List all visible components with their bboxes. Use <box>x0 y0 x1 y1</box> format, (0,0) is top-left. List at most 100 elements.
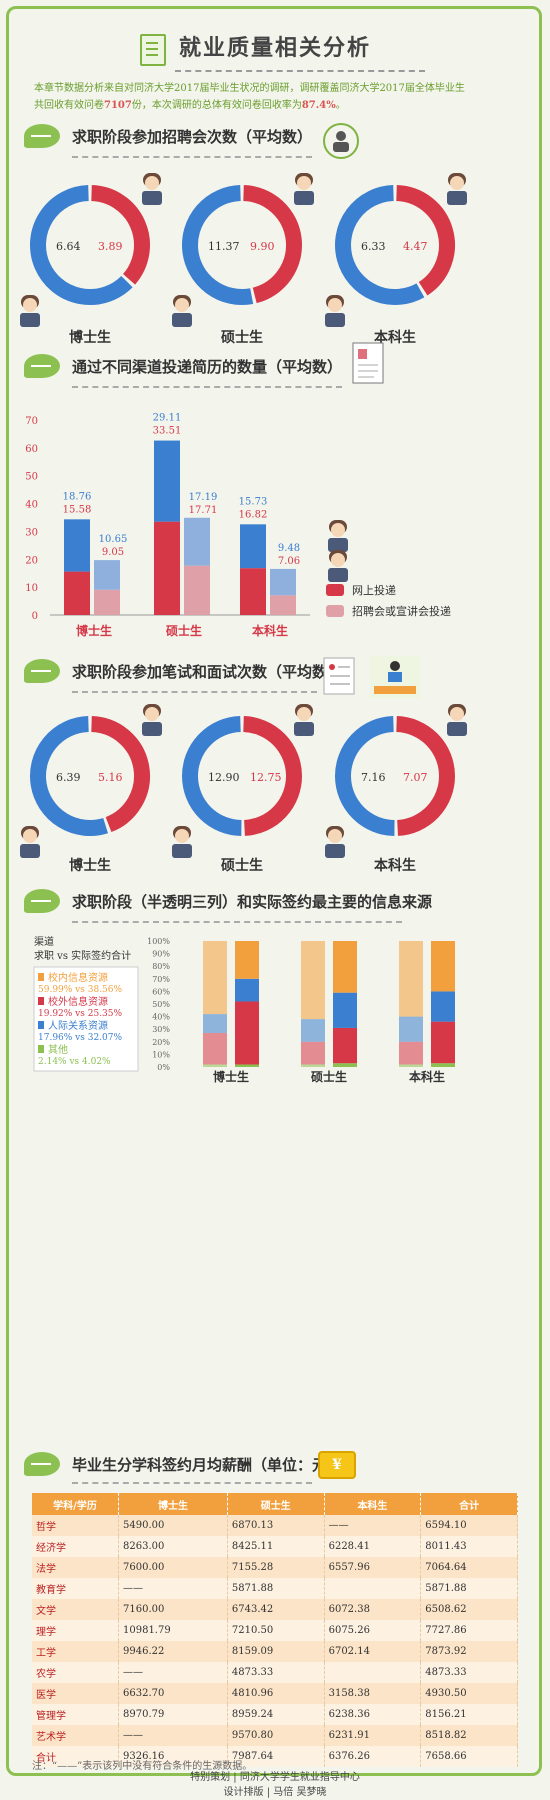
y-tick-label: 60 <box>25 444 38 455</box>
table-header-cell: 硕士生 <box>227 1493 325 1515</box>
section-3-line <box>72 691 317 693</box>
bar-label-fair-bottom: 9.05 <box>102 547 124 558</box>
bar-label-fair-top: 9.48 <box>278 543 300 554</box>
table-cell: 7155.28 <box>227 1557 325 1578</box>
person-icon-face <box>175 298 189 312</box>
donut-slice-blue <box>30 185 133 305</box>
table-cell: —— <box>324 1515 422 1536</box>
stack-segment-job <box>203 941 227 1015</box>
y-tick-label: 70% <box>152 975 170 984</box>
table-cell <box>324 1662 422 1683</box>
table-header-cell: 合计 <box>420 1493 518 1515</box>
bar-label-online-top: 29.11 <box>153 413 182 424</box>
legend-label-online: 网上投递 <box>352 583 396 597</box>
table-header-cell: 博士生 <box>118 1493 228 1515</box>
legend-swatch <box>38 1021 44 1029</box>
bar-label-online-bottom: 15.58 <box>63 504 92 515</box>
y-tick-label: 40 <box>25 500 38 511</box>
stack-segment-job <box>301 1019 325 1042</box>
job-fair-icon <box>323 123 359 159</box>
donut-value-blue: 12.90 <box>208 771 240 784</box>
legend-swatch <box>38 1045 44 1053</box>
person-icon-body <box>294 191 314 205</box>
donut-value-red: 4.47 <box>403 240 428 253</box>
table-cell: 6557.96 <box>324 1557 422 1578</box>
person-icon-body <box>142 191 162 205</box>
bar-label-online-bottom: 33.51 <box>153 426 182 437</box>
title-divider <box>175 70 425 72</box>
group-label: 硕士生 <box>221 857 263 874</box>
legend-swatch <box>38 997 44 1005</box>
table-cell: 5490.00 <box>118 1515 228 1536</box>
table-cell: 7600.00 <box>118 1557 228 1578</box>
stack-segment-sign <box>431 1063 455 1067</box>
table-cell: 6228.41 <box>324 1536 422 1557</box>
person-icon-face <box>331 553 345 567</box>
stack-segment-job <box>399 1064 423 1067</box>
stack-segment-job <box>399 941 423 1017</box>
x-category-label: 硕士生 <box>166 623 202 638</box>
table-cell: 3158.38 <box>324 1683 422 1704</box>
y-tick-label: 0 <box>32 611 38 622</box>
intro-count: 7107 <box>104 100 132 111</box>
table-cell: 10981.79 <box>118 1620 228 1641</box>
stack-segment-sign <box>235 1001 259 1065</box>
stack-segment-sign <box>431 941 455 992</box>
donut-slice-blue <box>182 185 254 305</box>
person-icon-body <box>20 844 40 858</box>
stack-segment-sign <box>431 991 455 1022</box>
bar-fair-lower <box>270 595 296 615</box>
y-tick-label: 70 <box>25 416 38 427</box>
donut-slice-red <box>90 716 150 833</box>
bar-fair-upper <box>94 560 120 590</box>
person-icon-body <box>328 538 348 552</box>
table-note: 注：“——”表示该列中没有符合条件的生源数据。 <box>32 1761 253 1772</box>
legend-box <box>33 966 139 1072</box>
stack-segment-job <box>301 1041 325 1065</box>
person-icon-body <box>328 568 348 582</box>
table-cell: 工学 <box>32 1641 119 1662</box>
legend-swatch <box>38 973 44 981</box>
donut-slice-blue <box>335 716 395 836</box>
legend-name: 人际关系资源 <box>48 1019 108 1032</box>
bar-online-upper <box>240 524 266 569</box>
person-icon-body <box>325 844 345 858</box>
stack-segment-job <box>301 1064 325 1067</box>
legend-swatch-online <box>326 584 344 596</box>
table-cell: 8425.11 <box>227 1536 325 1557</box>
bar-label-fair-bottom: 17.71 <box>189 505 218 516</box>
table-row: 文学 7160.00 6743.42 6072.38 6508.62 <box>32 1599 518 1620</box>
table-row: 农学 —— 4873.33 4873.33 <box>32 1662 518 1683</box>
table-cell: 7873.92 <box>420 1641 518 1662</box>
bar-label-fair-bottom: 7.06 <box>278 556 300 567</box>
person-icon-body <box>20 313 40 327</box>
job-fair-donuts: 6.64 3.89 博士生 11.37 9.90 硕士生 6.33 4.47 本科生 <box>20 173 467 346</box>
intro-rate: 87.4% <box>301 100 336 111</box>
donut-value-red: 12.75 <box>250 771 282 784</box>
table-cell: 7727.86 <box>420 1620 518 1641</box>
interview-icons <box>323 656 420 698</box>
table-cell: 6870.13 <box>227 1515 325 1536</box>
legend-value: 2.14% vs 4.02% <box>38 1057 111 1067</box>
table-cell: 7210.50 <box>227 1620 325 1641</box>
donut-value-blue: 6.64 <box>56 240 81 253</box>
x-category-label: 本科生 <box>409 1069 445 1084</box>
bar-online-lower <box>64 571 90 615</box>
person-icon-face <box>328 298 342 312</box>
donut-slice-red <box>395 185 455 296</box>
person-icon-face <box>328 829 342 843</box>
page-frame <box>6 6 542 1776</box>
table-row: 工学 9946.22 8159.09 6702.14 7873.92 <box>32 1641 518 1662</box>
table-cell: 7160.00 <box>118 1599 228 1620</box>
table-row: 哲学 5490.00 6870.13 —— 6594.10 <box>32 1515 518 1536</box>
table-cell: 经济学 <box>32 1536 119 1557</box>
x-category-label: 博士生 <box>213 1069 249 1084</box>
table-cell: 8518.82 <box>420 1725 518 1746</box>
table-cell: —— <box>118 1662 228 1683</box>
table-cell: 6238.36 <box>324 1704 422 1725</box>
donut-value-blue: 7.16 <box>361 771 386 784</box>
section-2-line <box>72 386 342 388</box>
bar-online-upper <box>64 519 90 572</box>
donut-slice-red <box>242 185 302 304</box>
